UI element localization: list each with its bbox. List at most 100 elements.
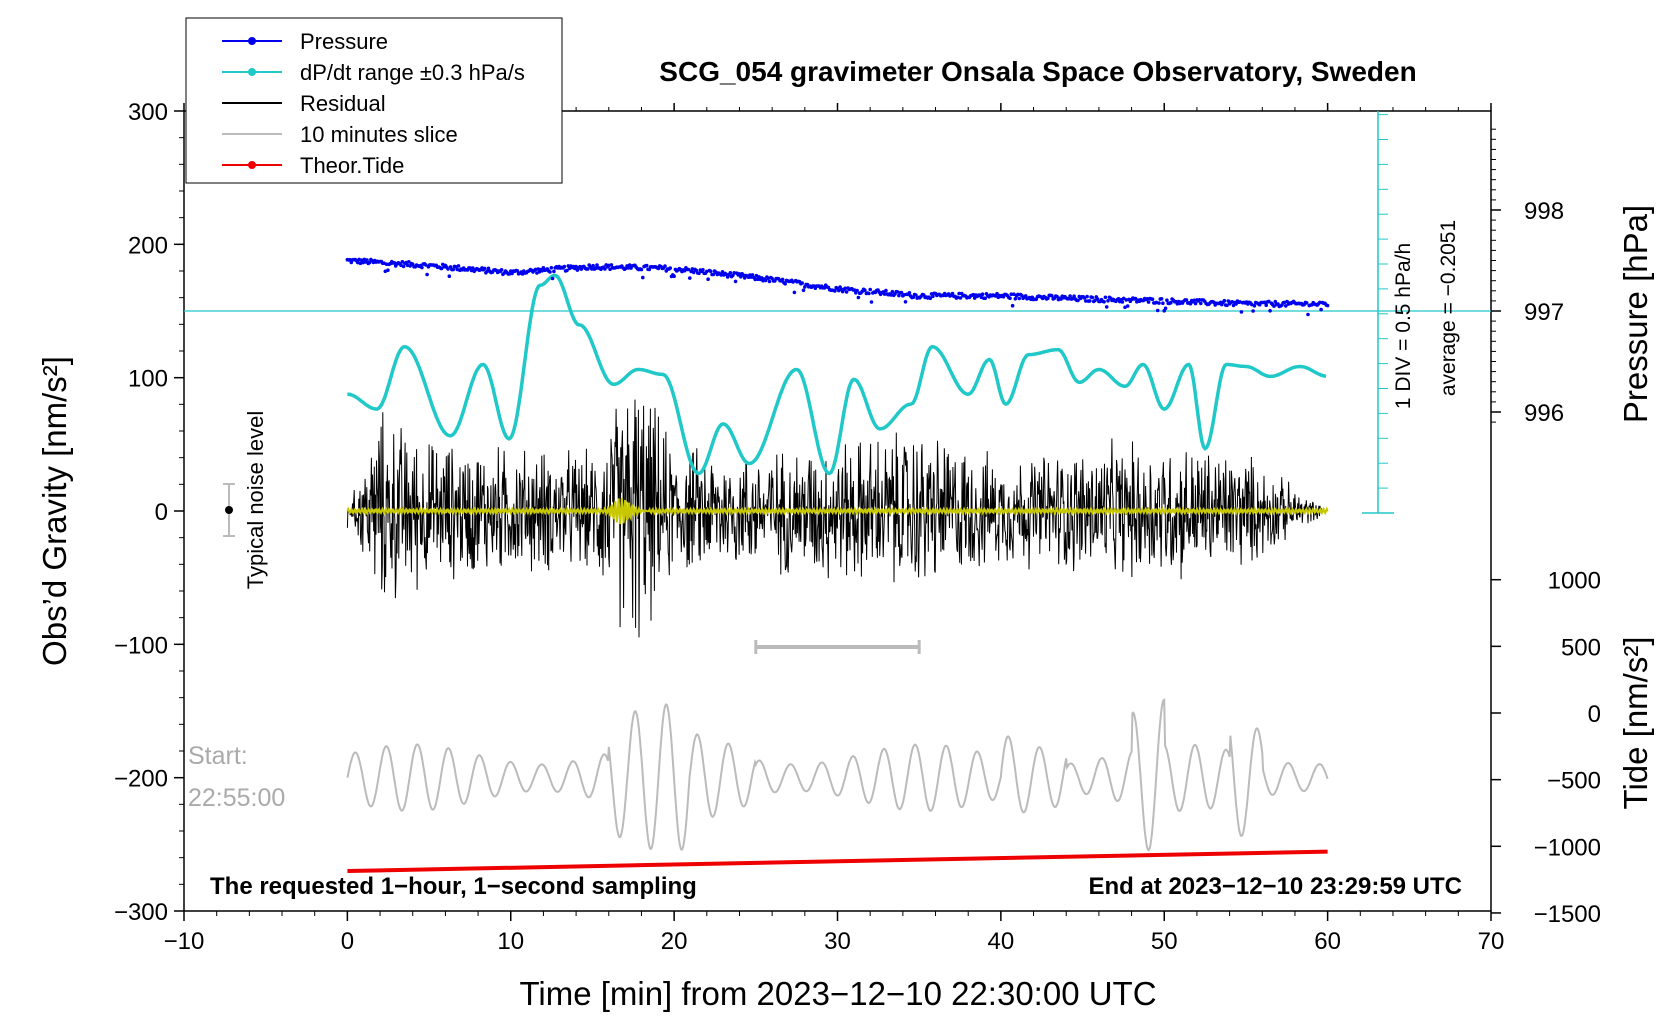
pressure-point: [533, 267, 538, 272]
pressure-point: [593, 266, 598, 271]
pressure-point: [1121, 296, 1126, 301]
series-10min-slice: [346, 698, 1329, 852]
pressure-point: [663, 264, 667, 268]
pressure-point: [565, 268, 569, 273]
pressure-point: [928, 296, 933, 301]
pressure-point: [456, 264, 461, 268]
pressure-point: [719, 273, 723, 277]
pressure-point: [1193, 301, 1198, 306]
pressure-point: [549, 266, 554, 270]
pressure-point: [1197, 298, 1202, 302]
series-residual: [346, 399, 1328, 638]
pressure-point: [733, 279, 738, 284]
y-right-top-label: Pressure [hPa]: [1617, 205, 1654, 423]
pressure-point: [907, 291, 912, 295]
average-label: average = −0.2051: [1437, 220, 1460, 396]
pressure-point: [1008, 296, 1012, 301]
dpdt-division-scale: [1362, 111, 1394, 514]
pressure-point: [972, 296, 977, 300]
pressure-point: [844, 290, 849, 294]
pressure-point: [958, 296, 963, 300]
y-left-tick-label: 200: [128, 232, 168, 259]
pressure-point: [763, 278, 768, 283]
pressure-point: [1010, 303, 1015, 308]
start-label: Start:: [188, 742, 248, 770]
pressure-point: [890, 289, 895, 294]
pressure-point: [1133, 296, 1138, 301]
pressure-tick-label: 998: [1524, 198, 1564, 225]
pressure-point: [420, 265, 424, 270]
pressure-point: [603, 267, 607, 271]
y-left-tick-label: −200: [114, 766, 168, 793]
pressure-point: [1163, 306, 1168, 311]
legend-label: dP/dt range ±0.3 hPa/s: [300, 60, 525, 85]
pressure-point: [728, 271, 733, 275]
pressure-point: [1068, 294, 1072, 298]
pressure-point: [750, 273, 755, 277]
pressure-point: [550, 276, 555, 281]
y-left-tick-label: 0: [155, 499, 168, 526]
pressure-point: [1318, 300, 1322, 305]
series-residual-smoothed: [346, 497, 1329, 525]
pressure-point: [843, 286, 848, 291]
pressure-point: [914, 293, 918, 297]
pressure-point: [1103, 295, 1108, 300]
pressure-point: [590, 267, 594, 271]
pressure-point: [697, 271, 701, 276]
tide-tick-label: −1500: [1534, 901, 1601, 928]
pressure-point: [400, 260, 405, 264]
pressure-point: [1084, 299, 1088, 303]
pressure-point: [1169, 300, 1173, 305]
pressure-point: [1165, 298, 1169, 303]
pressure-point: [1124, 298, 1129, 302]
legend-label: Pressure: [300, 29, 388, 54]
pressure-point: [1325, 303, 1330, 308]
pressure-point: [720, 270, 725, 274]
pressure-tick-label: 997: [1524, 299, 1564, 326]
pressure-point: [1016, 292, 1020, 297]
pressure-point: [1161, 301, 1165, 306]
pressure-point: [903, 300, 908, 304]
chart-title: SCG_054 gravimeter Onsala Space Observat…: [659, 56, 1416, 87]
pressure-point: [401, 264, 406, 269]
pressure-point: [950, 291, 955, 296]
pressure-point: [1104, 305, 1109, 309]
pressure-point: [407, 260, 411, 264]
pressure-point: [897, 293, 901, 298]
legend-marker: [248, 161, 256, 169]
pressure-point: [447, 274, 452, 279]
pressure-point: [882, 292, 887, 296]
pressure-point: [868, 287, 872, 292]
pressure-point: [1272, 304, 1276, 308]
bottom-left-note: The requested 1−hour, 1−second sampling: [210, 873, 697, 900]
pressure-point: [856, 295, 861, 300]
pressure-point: [753, 277, 757, 282]
series-dpdt: [347, 273, 1327, 476]
pressure-point: [737, 272, 742, 276]
pressure-point: [425, 272, 429, 277]
y-left-tick-label: 300: [128, 99, 168, 126]
pressure-point: [1268, 309, 1272, 313]
pressure-point: [1146, 300, 1151, 304]
pressure-point: [1072, 294, 1076, 299]
pressure-point: [595, 263, 599, 267]
pressure-point: [448, 265, 453, 269]
pressure-point: [499, 268, 504, 272]
pressure-point: [1013, 297, 1018, 301]
pressure-point: [792, 290, 797, 295]
pressure-point: [980, 292, 985, 297]
pressure-point: [931, 294, 935, 299]
pressure-point: [1264, 303, 1268, 308]
pressure-point: [1231, 303, 1236, 308]
pressure-point: [1157, 301, 1161, 305]
pressure-point: [548, 270, 552, 274]
pressure-point: [889, 293, 893, 297]
x-tick-label: 60: [1314, 928, 1341, 955]
pressure-point: [1273, 299, 1278, 304]
pressure-point: [1184, 298, 1189, 302]
y-left-tick-label: −100: [114, 632, 168, 659]
pressure-point: [1284, 304, 1288, 308]
pressure-point: [1085, 294, 1089, 299]
pressure-point: [686, 267, 691, 272]
pressure-point: [1076, 298, 1080, 303]
